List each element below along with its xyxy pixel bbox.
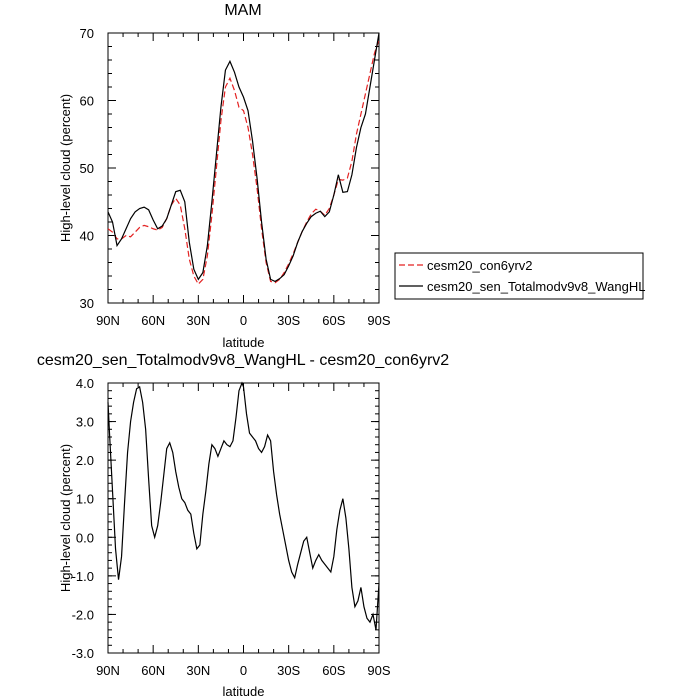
x-tick-label: 60S: [322, 313, 345, 328]
x-tick-label: 30N: [186, 313, 210, 328]
y-tick-label: -3.0: [72, 646, 94, 661]
x-tick-label: 90S: [367, 663, 390, 678]
x-axis-label: latitude: [223, 684, 265, 699]
plot-frame-0: [107, 32, 380, 304]
x-tick-label: 30S: [277, 313, 300, 328]
y-tick-label: 50: [80, 161, 94, 176]
x-tick-label: 90N: [96, 663, 120, 678]
y-tick-label: 1.0: [76, 492, 94, 507]
series-line-cesm20_con6yrv2: [107, 39, 380, 286]
x-tick-label: 60N: [141, 663, 165, 678]
y-tick-label: -1.0: [72, 569, 94, 584]
y-tick-label: 0.0: [76, 530, 94, 545]
legend-label: cesm20_sen_Totalmodv9v8_WangHL: [427, 279, 645, 294]
x-tick-label: 90S: [367, 313, 390, 328]
y-tick-label: 70: [80, 26, 94, 41]
chart-title-1: cesm20_sen_Totalmodv9v8_WangHL - cesm20_…: [37, 352, 449, 369]
y-axis-label: High-level cloud (percent): [58, 94, 73, 242]
series-line-cesm20_sen_Totalmodv9v8_WangHL: [107, 32, 380, 283]
chart-title-0: MAM: [224, 2, 261, 19]
x-tick-label: 0: [240, 313, 247, 328]
y-tick-label: 60: [80, 94, 94, 109]
x-tick-label: 30S: [277, 663, 300, 678]
y-tick-label: -2.0: [72, 607, 94, 622]
y-axis-label: High-level cloud (percent): [58, 444, 73, 592]
y-tick-label: 2.0: [76, 453, 94, 468]
x-tick-label: 90N: [96, 313, 120, 328]
x-tick-label: 30N: [186, 663, 210, 678]
y-tick-label: 3.0: [76, 415, 94, 430]
x-tick-label: 60N: [141, 313, 165, 328]
y-tick-label: 30: [80, 296, 94, 311]
y-tick-label: 4.0: [76, 376, 94, 391]
x-axis-label: latitude: [223, 335, 265, 350]
legend-label: cesm20_con6yrv2: [427, 258, 533, 273]
x-tick-label: 0: [240, 663, 247, 678]
y-tick-label: 40: [80, 229, 94, 244]
x-tick-label: 60S: [322, 663, 345, 678]
legend-box: [394, 252, 644, 300]
series-line-diff-0: [107, 381, 380, 630]
